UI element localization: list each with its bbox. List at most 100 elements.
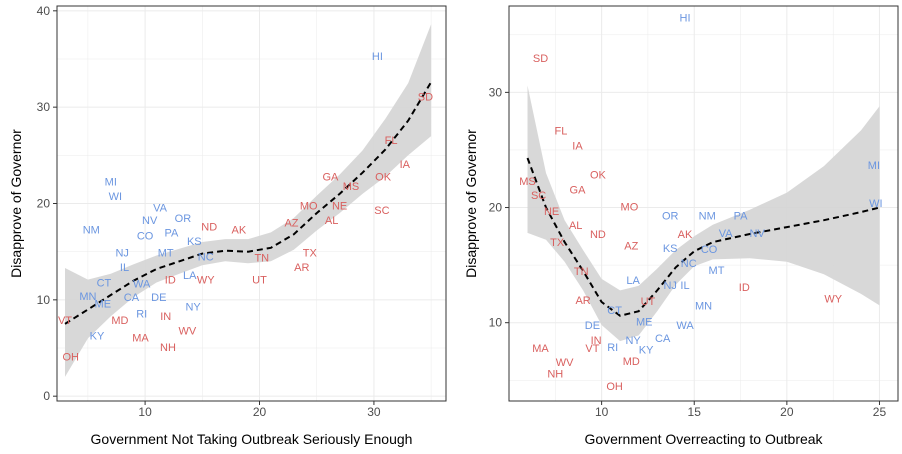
state-label-wi: WI (869, 198, 882, 210)
y-axis: 10 20 30 (489, 85, 509, 330)
trend-line (64, 81, 432, 325)
state-label-ri: RI (607, 342, 618, 354)
state-label-nd: ND (590, 229, 606, 241)
state-label-va: VA (153, 202, 168, 214)
chart-right: HI SD FL IA OK MS GA SC NE MO AL ND TX AZ AK TN AR UT ID WY… (463, 5, 899, 447)
state-label-pa: PA (164, 227, 179, 239)
state-label-ca: CA (655, 333, 671, 345)
state-label-id: ID (739, 282, 750, 294)
x-tick-label: 10 (595, 405, 609, 419)
state-label-id: ID (165, 275, 176, 287)
state-label-or: OR (175, 213, 192, 225)
state-label-az: AZ (284, 218, 298, 230)
state-label-nm: NM (83, 225, 100, 237)
state-label-ar: AR (575, 295, 590, 307)
state-label-hi: HI (680, 13, 691, 25)
state-label-de: DE (585, 320, 600, 332)
state-label-nm: NM (699, 211, 716, 223)
state-label-mo: MO (300, 200, 318, 212)
state-label-sd: SD (533, 53, 548, 65)
state-label-oh: OH (606, 381, 623, 393)
state-label-sc: SC (531, 190, 546, 202)
state-label-wy: WY (197, 275, 215, 287)
state-label-co: CO (701, 244, 718, 256)
confidence-band (527, 85, 880, 342)
state-label-mt: MT (709, 265, 725, 277)
state-label-ks: KS (663, 243, 678, 255)
state-label-ky: KY (639, 344, 654, 356)
state-label-ak: AK (232, 225, 247, 237)
x-axis-title: Government Overreacting to Outbreak (584, 431, 823, 447)
point-labels: HI SD FL IA OK MS GA SC NE MO AL ND TX AZ AK TN AR UT ID WY… (519, 13, 882, 394)
state-label-ms: MS (519, 176, 536, 188)
y-tick-label: 30 (489, 85, 503, 99)
state-label-wa: WA (133, 278, 151, 290)
state-label-wy: WY (824, 294, 842, 306)
x-tick-label: 20 (253, 405, 267, 419)
y-tick-label: 20 (489, 201, 503, 215)
x-tick-label: 25 (873, 405, 887, 419)
state-label-ok: OK (375, 172, 392, 184)
state-label-vt: VT (58, 315, 72, 327)
state-label-la: LA (626, 275, 640, 287)
y-tick-label: 30 (37, 100, 51, 114)
state-label-az: AZ (624, 241, 638, 253)
state-label-in: IN (160, 311, 171, 323)
state-label-ar: AR (294, 262, 309, 274)
y-axis-title: Disapprove of Governor (463, 129, 479, 278)
y-tick-label: 20 (37, 197, 51, 211)
state-label-ny: NY (625, 335, 641, 347)
state-label-sc: SC (374, 205, 389, 217)
state-label-md: MD (111, 315, 128, 327)
state-label-nv: NV (142, 215, 158, 227)
state-label-al: AL (569, 220, 582, 232)
state-label-mt: MT (158, 248, 174, 260)
state-label-ma: MA (532, 343, 549, 355)
state-label-wa: WA (676, 320, 694, 332)
x-axis: 10 20 30 (138, 401, 381, 419)
state-label-me: ME (636, 317, 653, 329)
state-label-nc: NC (681, 258, 697, 270)
state-label-nv: NV (750, 228, 766, 240)
state-label-ky: KY (90, 331, 105, 343)
state-label-nj: NJ (115, 248, 128, 260)
panel-border (508, 5, 899, 402)
state-label-tn: TN (254, 252, 269, 264)
state-label-il: IL (120, 262, 129, 274)
state-label-ny: NY (185, 302, 201, 314)
state-label-ok: OK (590, 169, 607, 181)
state-label-ct: CT (607, 305, 622, 317)
state-label-tx: TX (550, 237, 565, 249)
state-label-mi: MI (105, 176, 117, 188)
state-label-co: CO (137, 230, 154, 242)
state-label-tx: TX (303, 248, 318, 260)
state-label-tn: TN (574, 266, 589, 278)
state-label-mn: MN (695, 301, 712, 313)
x-tick-label: 30 (367, 405, 381, 419)
state-label-ga: GA (570, 184, 587, 196)
state-label-la: LA (183, 270, 197, 282)
state-label-de: DE (151, 292, 166, 304)
state-label-ut: UT (252, 275, 267, 287)
state-label-nj: NJ (663, 280, 676, 292)
y-axis: 0 10 20 30 40 (37, 4, 57, 403)
state-label-nh: NH (547, 369, 563, 381)
state-label-ga: GA (322, 172, 339, 184)
state-label-fl: FL (554, 126, 567, 138)
y-tick-label: 10 (37, 293, 51, 307)
state-label-il: IL (680, 280, 689, 292)
state-label-me: ME (95, 299, 112, 311)
state-label-or: OR (662, 211, 679, 223)
x-tick-label: 10 (138, 405, 152, 419)
state-label-vt: VT (585, 343, 599, 355)
state-label-nd: ND (201, 222, 217, 234)
y-axis-title: Disapprove of Governor (8, 129, 24, 278)
state-label-pa: PA (734, 211, 749, 223)
state-label-ma: MA (132, 332, 149, 344)
state-label-mn: MN (79, 291, 96, 303)
state-label-ca: CA (124, 292, 140, 304)
state-label-nc: NC (198, 252, 214, 264)
state-label-oh: OH (62, 352, 79, 364)
